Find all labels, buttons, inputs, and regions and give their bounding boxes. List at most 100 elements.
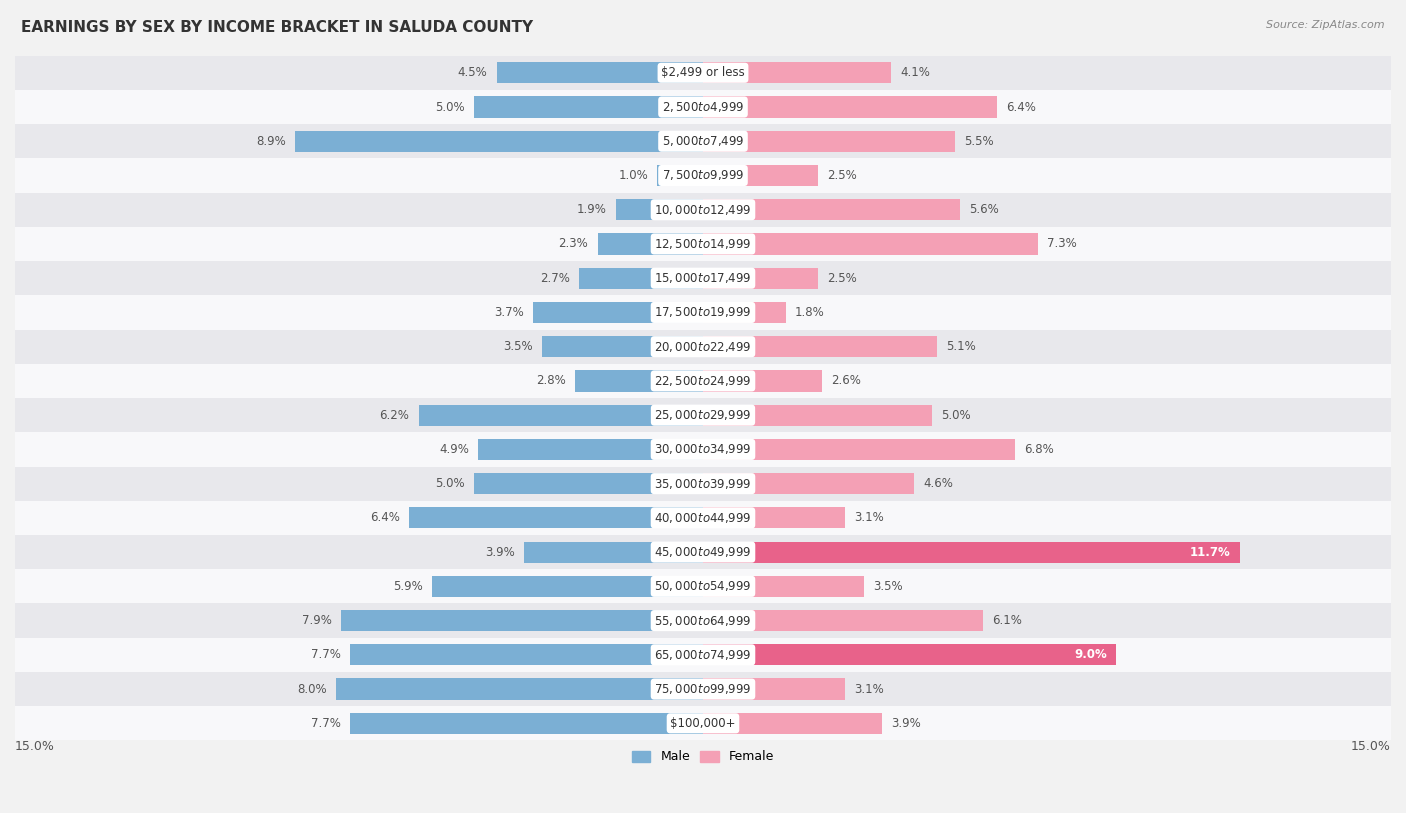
Bar xyxy=(340,610,703,631)
Bar xyxy=(496,62,703,84)
Text: 2.7%: 2.7% xyxy=(540,272,569,285)
Bar xyxy=(703,62,891,84)
Bar xyxy=(409,507,703,528)
Text: $15,000 to $17,499: $15,000 to $17,499 xyxy=(654,272,752,285)
Text: 3.7%: 3.7% xyxy=(495,306,524,319)
Bar xyxy=(598,233,703,254)
Text: $25,000 to $29,999: $25,000 to $29,999 xyxy=(654,408,752,422)
Text: 4.1%: 4.1% xyxy=(900,67,931,80)
Bar xyxy=(15,467,1391,501)
Bar xyxy=(703,267,818,289)
Bar xyxy=(15,363,1391,398)
Text: $5,000 to $7,499: $5,000 to $7,499 xyxy=(662,134,744,148)
Bar xyxy=(15,603,1391,637)
Bar xyxy=(433,576,703,597)
Text: 15.0%: 15.0% xyxy=(15,741,55,754)
Text: 6.4%: 6.4% xyxy=(370,511,401,524)
Text: $50,000 to $54,999: $50,000 to $54,999 xyxy=(654,580,752,593)
Bar xyxy=(703,97,997,118)
Text: 3.1%: 3.1% xyxy=(855,683,884,696)
Bar xyxy=(703,507,845,528)
Bar xyxy=(657,165,703,186)
Bar xyxy=(579,267,703,289)
Text: $35,000 to $39,999: $35,000 to $39,999 xyxy=(654,476,752,490)
Bar xyxy=(474,473,703,494)
Bar xyxy=(575,370,703,392)
Text: 3.9%: 3.9% xyxy=(485,546,515,559)
Text: 3.5%: 3.5% xyxy=(873,580,903,593)
Bar xyxy=(15,398,1391,433)
Text: 4.9%: 4.9% xyxy=(439,443,470,456)
Bar xyxy=(336,679,703,700)
Bar xyxy=(474,97,703,118)
Text: $75,000 to $99,999: $75,000 to $99,999 xyxy=(654,682,752,696)
Text: 7.7%: 7.7% xyxy=(311,717,340,730)
Bar xyxy=(15,672,1391,706)
Bar xyxy=(524,541,703,563)
Text: 2.3%: 2.3% xyxy=(558,237,588,250)
Bar xyxy=(703,405,932,426)
Bar xyxy=(15,329,1391,363)
Text: 7.3%: 7.3% xyxy=(1047,237,1077,250)
Text: $2,500 to $4,999: $2,500 to $4,999 xyxy=(662,100,744,114)
Text: $40,000 to $44,999: $40,000 to $44,999 xyxy=(654,511,752,525)
Text: 5.1%: 5.1% xyxy=(946,340,976,353)
Text: 2.6%: 2.6% xyxy=(831,375,862,388)
Bar xyxy=(15,433,1391,467)
Bar xyxy=(15,295,1391,329)
Text: $55,000 to $64,999: $55,000 to $64,999 xyxy=(654,614,752,628)
Text: 6.4%: 6.4% xyxy=(1005,101,1036,114)
Bar xyxy=(703,576,863,597)
Text: 2.8%: 2.8% xyxy=(536,375,565,388)
Bar xyxy=(703,679,845,700)
Text: 4.5%: 4.5% xyxy=(458,67,488,80)
Text: 15.0%: 15.0% xyxy=(1351,741,1391,754)
Text: 5.6%: 5.6% xyxy=(969,203,998,216)
Text: 1.8%: 1.8% xyxy=(794,306,824,319)
Text: 7.9%: 7.9% xyxy=(302,614,332,627)
Text: EARNINGS BY SEX BY INCOME BRACKET IN SALUDA COUNTY: EARNINGS BY SEX BY INCOME BRACKET IN SAL… xyxy=(21,20,533,35)
Text: 8.0%: 8.0% xyxy=(297,683,326,696)
Bar xyxy=(703,233,1038,254)
Bar xyxy=(15,637,1391,672)
Text: 6.8%: 6.8% xyxy=(1024,443,1054,456)
Bar xyxy=(703,336,936,357)
Bar xyxy=(15,55,1391,90)
Text: 1.0%: 1.0% xyxy=(619,169,648,182)
Text: 5.0%: 5.0% xyxy=(434,101,464,114)
Bar xyxy=(15,501,1391,535)
Text: 3.5%: 3.5% xyxy=(503,340,533,353)
Text: $12,500 to $14,999: $12,500 to $14,999 xyxy=(654,237,752,251)
Bar xyxy=(703,473,914,494)
Bar xyxy=(15,193,1391,227)
Bar xyxy=(616,199,703,220)
Bar xyxy=(703,644,1116,666)
Bar xyxy=(15,159,1391,193)
Text: $45,000 to $49,999: $45,000 to $49,999 xyxy=(654,545,752,559)
Text: 7.7%: 7.7% xyxy=(311,648,340,661)
Text: $100,000+: $100,000+ xyxy=(671,717,735,730)
Text: $22,500 to $24,999: $22,500 to $24,999 xyxy=(654,374,752,388)
Text: $20,000 to $22,499: $20,000 to $22,499 xyxy=(654,340,752,354)
Text: $17,500 to $19,999: $17,500 to $19,999 xyxy=(654,306,752,320)
Bar xyxy=(703,165,818,186)
Bar xyxy=(15,90,1391,124)
Text: 5.0%: 5.0% xyxy=(434,477,464,490)
Text: 3.9%: 3.9% xyxy=(891,717,921,730)
Bar xyxy=(15,569,1391,603)
Bar xyxy=(15,124,1391,159)
Bar xyxy=(703,199,960,220)
Bar xyxy=(703,370,823,392)
Bar xyxy=(533,302,703,323)
Bar xyxy=(15,706,1391,741)
Text: $65,000 to $74,999: $65,000 to $74,999 xyxy=(654,648,752,662)
Text: 5.0%: 5.0% xyxy=(942,409,972,422)
Text: 8.9%: 8.9% xyxy=(256,135,285,148)
Bar xyxy=(295,131,703,152)
Bar xyxy=(478,439,703,460)
Bar xyxy=(350,644,703,666)
Text: 2.5%: 2.5% xyxy=(827,169,856,182)
Bar xyxy=(703,713,882,734)
Text: $2,499 or less: $2,499 or less xyxy=(661,67,745,80)
Text: 5.5%: 5.5% xyxy=(965,135,994,148)
